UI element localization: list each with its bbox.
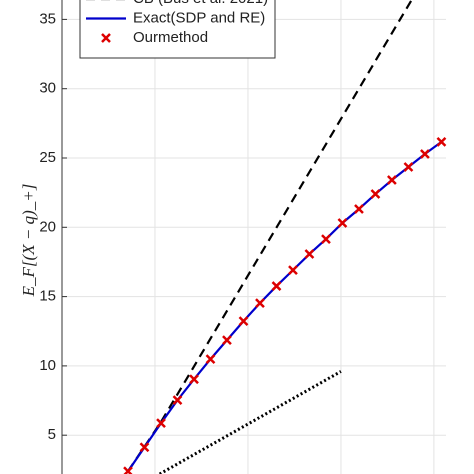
y-tick-label: 10 [39, 357, 56, 374]
line [158, 370, 342, 474]
y-tick-label: 20 [39, 218, 56, 235]
marker [222, 335, 232, 345]
y-tick-label: 5 [48, 426, 56, 443]
marker [436, 137, 447, 147]
marker [403, 162, 414, 172]
legend-marker [101, 33, 111, 43]
line [127, 141, 443, 472]
marker [420, 149, 430, 159]
y-tick-label: 30 [39, 80, 56, 97]
marker [304, 249, 315, 259]
marker [337, 218, 348, 228]
y-axis-label: E_F[(X − q)_+] [19, 184, 38, 298]
marker [321, 234, 331, 244]
y-tick-label: 35 [39, 10, 56, 27]
y-tick-label: 25 [39, 149, 56, 166]
marker [139, 442, 150, 453]
line [127, 0, 413, 472]
marker [205, 354, 216, 364]
y-tick-label: 15 [39, 288, 56, 305]
marker [156, 418, 166, 429]
legend-label: Exact(SDP and RE) [133, 9, 265, 26]
marker [354, 204, 364, 214]
marker [172, 395, 183, 406]
marker [123, 466, 133, 474]
marker [387, 175, 397, 185]
marker [255, 298, 265, 308]
legend-label: Ourmethod [133, 29, 208, 46]
legend-label: CB (Bus et al. 2021) [133, 0, 268, 7]
marker [288, 265, 298, 276]
marker [189, 374, 199, 385]
marker [271, 281, 282, 291]
marker [238, 316, 249, 327]
marker [370, 189, 381, 199]
legend-box [79, 0, 276, 59]
